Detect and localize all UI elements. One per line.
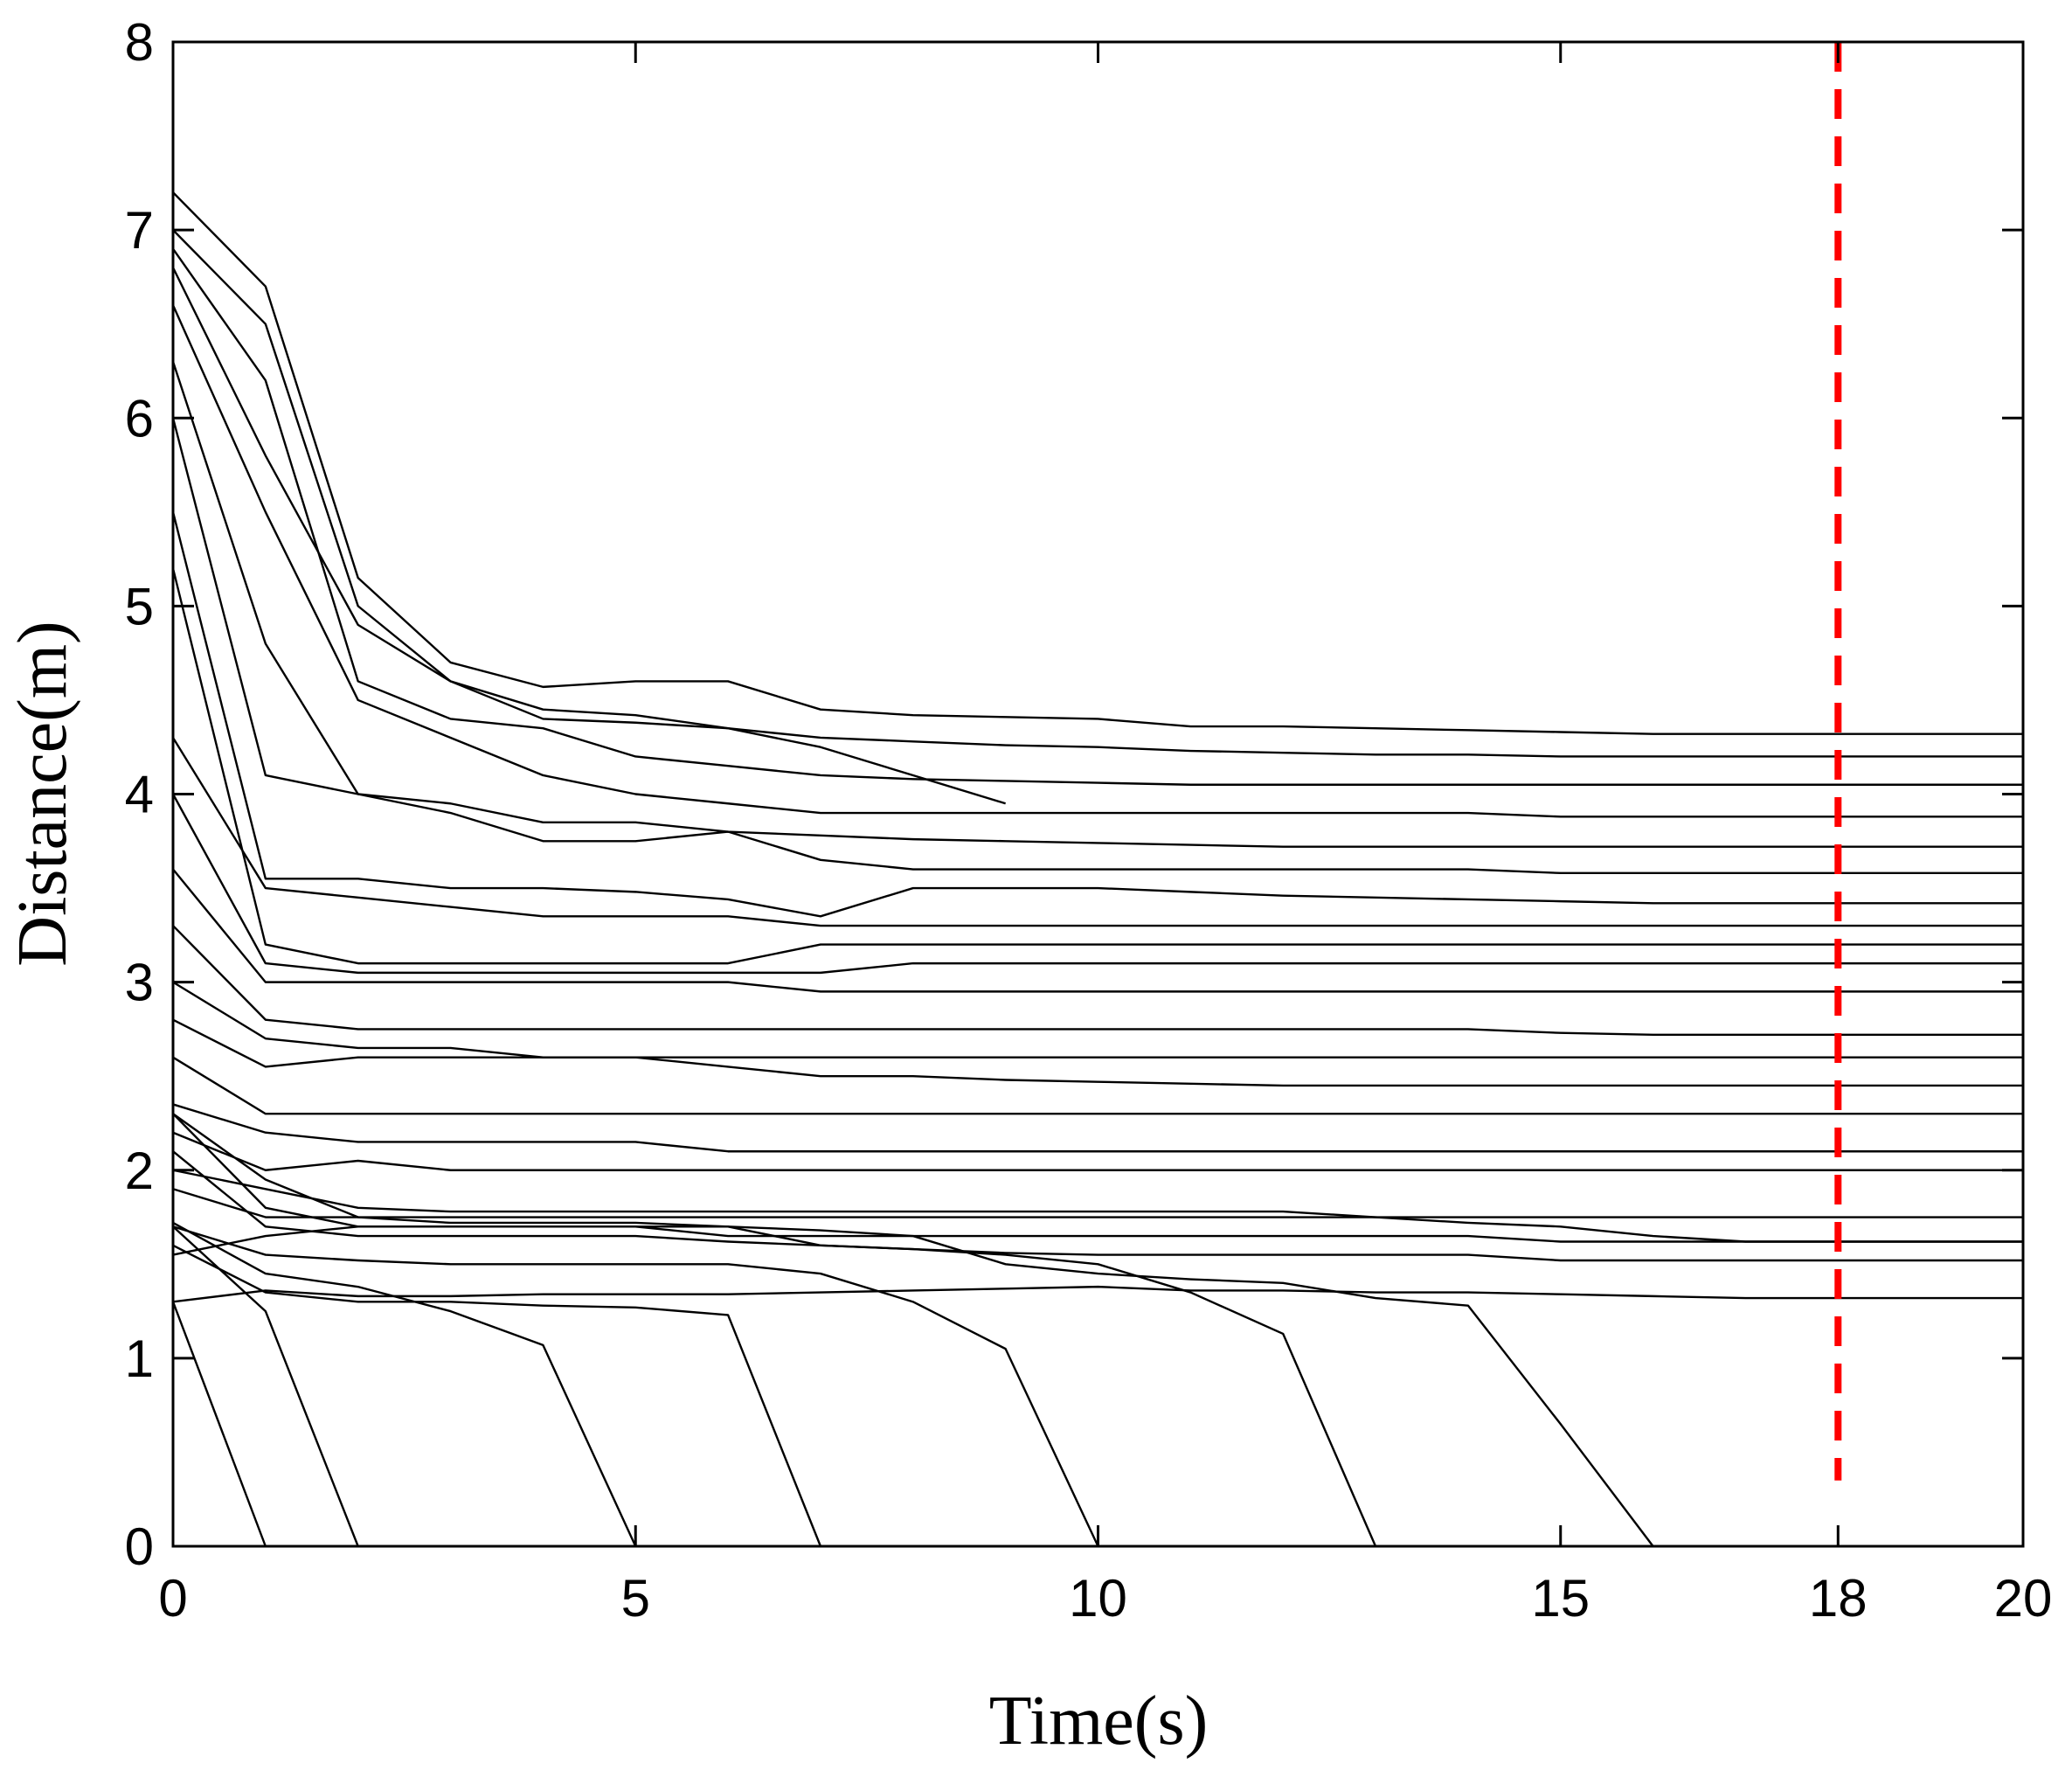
data-line bbox=[172, 229, 2023, 758]
data-line bbox=[172, 1103, 2023, 1153]
y-tick-label: 1 bbox=[125, 1329, 154, 1388]
data-line bbox=[171, 511, 2023, 918]
data-line bbox=[172, 1169, 2023, 1243]
data-line bbox=[172, 1244, 822, 1547]
y-axis-label: Distance(m) bbox=[4, 621, 81, 966]
y-tick-label: 6 bbox=[125, 389, 154, 448]
data-line bbox=[172, 191, 2023, 735]
x-tick-label: 15 bbox=[1531, 1569, 1590, 1628]
data-line bbox=[172, 1113, 2023, 1262]
y-tick-label: 4 bbox=[125, 766, 154, 824]
x-tick-label: 18 bbox=[1809, 1569, 1868, 1628]
y-tick-label: 0 bbox=[125, 1517, 154, 1576]
data-line bbox=[171, 417, 2023, 875]
data-line bbox=[172, 1131, 2023, 1171]
data-line bbox=[172, 1225, 1099, 1547]
data-line bbox=[172, 1221, 637, 1547]
data-line bbox=[172, 1285, 2023, 1303]
x-tick-label: 10 bbox=[1069, 1569, 1127, 1628]
y-tick-label: 5 bbox=[125, 577, 154, 635]
data-line bbox=[171, 737, 2023, 927]
data-line bbox=[171, 267, 1006, 805]
data-line bbox=[171, 1301, 267, 1547]
data-line bbox=[172, 1188, 2023, 1218]
data-line bbox=[171, 361, 2023, 848]
data-line bbox=[171, 568, 2023, 965]
data-line bbox=[172, 247, 2023, 786]
x-axis-label: Time(s) bbox=[989, 1683, 1208, 1760]
y-tick-label: 7 bbox=[125, 201, 154, 260]
data-line bbox=[172, 1113, 1654, 1547]
x-tick-label: 20 bbox=[1994, 1569, 2053, 1628]
y-tick-label: 2 bbox=[125, 1142, 154, 1200]
data-line bbox=[172, 1225, 359, 1547]
x-tick-label: 0 bbox=[158, 1569, 187, 1628]
data-line bbox=[172, 1150, 1377, 1547]
data-line bbox=[172, 981, 2023, 1087]
data-line bbox=[171, 793, 2023, 975]
data-line bbox=[172, 925, 2023, 1037]
data-line bbox=[172, 1018, 2023, 1068]
data-line bbox=[171, 304, 2023, 818]
x-tick-label: 5 bbox=[621, 1569, 650, 1628]
plot-frame bbox=[171, 40, 2025, 1548]
data-line bbox=[172, 868, 2023, 993]
y-tick-label: 8 bbox=[125, 13, 154, 72]
y-tick-label: 3 bbox=[125, 954, 154, 1012]
data-line bbox=[172, 1056, 2023, 1115]
